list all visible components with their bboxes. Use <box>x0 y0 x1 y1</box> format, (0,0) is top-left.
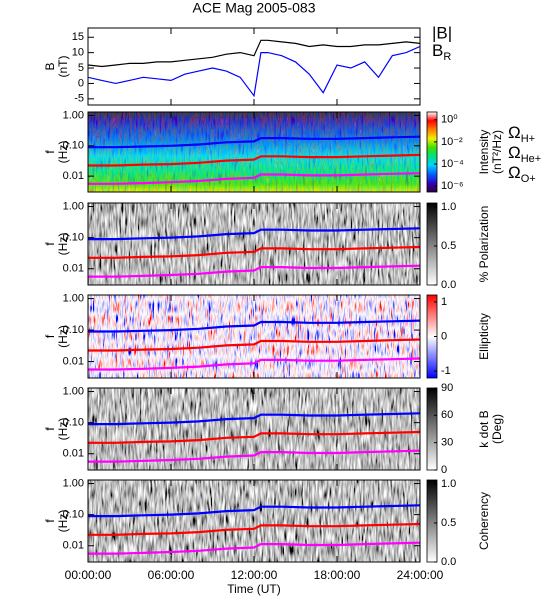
gyrofrequency-line <box>88 504 420 518</box>
gyrofrequency-line <box>88 522 420 536</box>
gyrofrequency-line <box>88 135 420 149</box>
gyrofrequency-line <box>88 227 420 241</box>
y-tick-label: 1.00 <box>63 109 84 121</box>
colorbar-tick-label: 30 <box>441 437 453 449</box>
legend-label: BR <box>432 41 451 62</box>
colorbar <box>426 111 438 193</box>
y-axis-label: f <box>43 519 57 523</box>
colorbar-tick-label: 10⁰ <box>441 114 458 126</box>
legend-label: ΩH+ <box>508 123 535 144</box>
y-axis-label: f <box>43 150 57 154</box>
gyrofrequency-line <box>88 264 420 278</box>
colorbar-tick-label: 0.5 <box>441 240 456 252</box>
y-tick-label: 15 <box>72 31 84 43</box>
y-axis-label: B <box>43 62 57 70</box>
colorbar-tick-label: 0.0 <box>441 556 456 568</box>
colorbar-label: % Polarization <box>477 206 491 283</box>
spectrogram-image <box>88 295 420 378</box>
data-line <box>88 39 420 68</box>
spectrogram-image <box>88 388 420 470</box>
y-tick-label: 0.10 <box>63 140 84 152</box>
gyrofrequency-line <box>88 319 420 333</box>
y-tick-label: 1.00 <box>63 477 84 489</box>
spectrogram-image <box>88 480 420 562</box>
y-tick-label: 0.10 <box>63 417 84 429</box>
legend-label: ΩO+ <box>508 163 536 184</box>
y-tick-label: 0.10 <box>63 324 84 336</box>
y-tick-label: -5 <box>74 93 84 105</box>
y-axis-label: f <box>43 242 57 246</box>
colorbar-tick-label: 0.5 <box>441 517 456 529</box>
y-axis-label: (Hz) <box>56 325 70 348</box>
gyrofrequency-line <box>88 245 420 259</box>
x-tick-label: 12:00:00 <box>231 568 278 582</box>
gyrofrequency-line <box>88 172 420 185</box>
gyrofrequency-line <box>88 412 420 426</box>
y-tick-label: 0.10 <box>63 509 84 521</box>
y-axis-label: f <box>43 427 57 431</box>
y-tick-label: 10 <box>72 47 84 59</box>
colorbar <box>426 387 438 471</box>
colorbar-tick-label: 90 <box>441 382 453 394</box>
colorbar-tick-label: 10⁻⁶ <box>441 180 464 192</box>
gyrofrequency-line <box>88 430 420 444</box>
colorbar-tick-label: 1 <box>441 296 447 308</box>
x-tick-label: 06:00:00 <box>148 568 195 582</box>
spectrogram-texture <box>88 112 420 192</box>
y-tick-label: 0 <box>78 77 84 89</box>
chart-title: ACE Mag 2005-083 <box>193 0 316 16</box>
colorbar-tick-label: 10⁻² <box>441 136 463 148</box>
y-tick-label: 0.01 <box>63 355 84 367</box>
x-tick-label: 24:00:00 <box>397 568 444 582</box>
gyrofrequency-line <box>88 357 420 371</box>
y-axis-label: (Hz) <box>56 141 70 164</box>
gyrofrequency-line <box>88 153 420 167</box>
colorbar-label: (Deg) <box>490 414 504 444</box>
colorbar-tick-label: 0 <box>441 330 447 342</box>
gyrofrequency-line <box>88 541 420 555</box>
y-axis-label: f <box>43 334 57 338</box>
data-line <box>88 45 420 98</box>
y-tick-label: 0.01 <box>63 448 84 460</box>
y-tick-label: 0.01 <box>63 540 84 552</box>
spectrogram-image <box>88 203 420 285</box>
y-axis-label: (Hz) <box>56 510 70 533</box>
y-tick-label: 1.00 <box>63 385 84 397</box>
x-tick-label: 00:00:00 <box>65 568 112 582</box>
legend-label: |B| <box>432 23 452 42</box>
colorbar <box>426 202 438 286</box>
colorbar-tick-label: -1 <box>441 365 451 377</box>
colorbar-tick-label: 60 <box>441 409 453 421</box>
y-axis-label: (Hz) <box>56 418 70 441</box>
colorbar-label: k dot B <box>477 410 491 447</box>
gyrofrequency-line <box>88 338 420 352</box>
colorbar-label: (nT²/Hz) <box>490 130 504 174</box>
colorbar-label: Coherency <box>477 492 491 550</box>
y-tick-label: 1.00 <box>63 200 84 212</box>
gyrofrequency-line <box>88 449 420 463</box>
y-tick-label: 1.00 <box>63 292 84 304</box>
colorbar-tick-label: 1.0 <box>441 478 456 490</box>
colorbar-tick-label: 10⁻⁴ <box>441 158 464 170</box>
x-tick-label: 18:00:00 <box>314 568 361 582</box>
y-axis-label: (nT) <box>56 56 70 78</box>
legend-label: ΩHe+ <box>508 143 541 164</box>
y-tick-label: 0.01 <box>63 170 84 182</box>
colorbar-tick-label: 1.0 <box>441 201 456 213</box>
x-axis-label: Time (UT) <box>227 582 281 596</box>
colorbar-label: Intensity <box>477 130 491 175</box>
y-tick-label: 0.10 <box>63 232 84 244</box>
colorbar-tick-label: 0 <box>441 464 447 476</box>
y-tick-label: 0.01 <box>63 263 84 275</box>
colorbar-tick-label: 0.0 <box>441 279 456 291</box>
y-tick-label: 5 <box>78 62 84 74</box>
colorbar <box>426 479 438 563</box>
colorbar-label: Ellipticity <box>477 313 491 360</box>
y-axis-label: (Hz) <box>56 233 70 256</box>
